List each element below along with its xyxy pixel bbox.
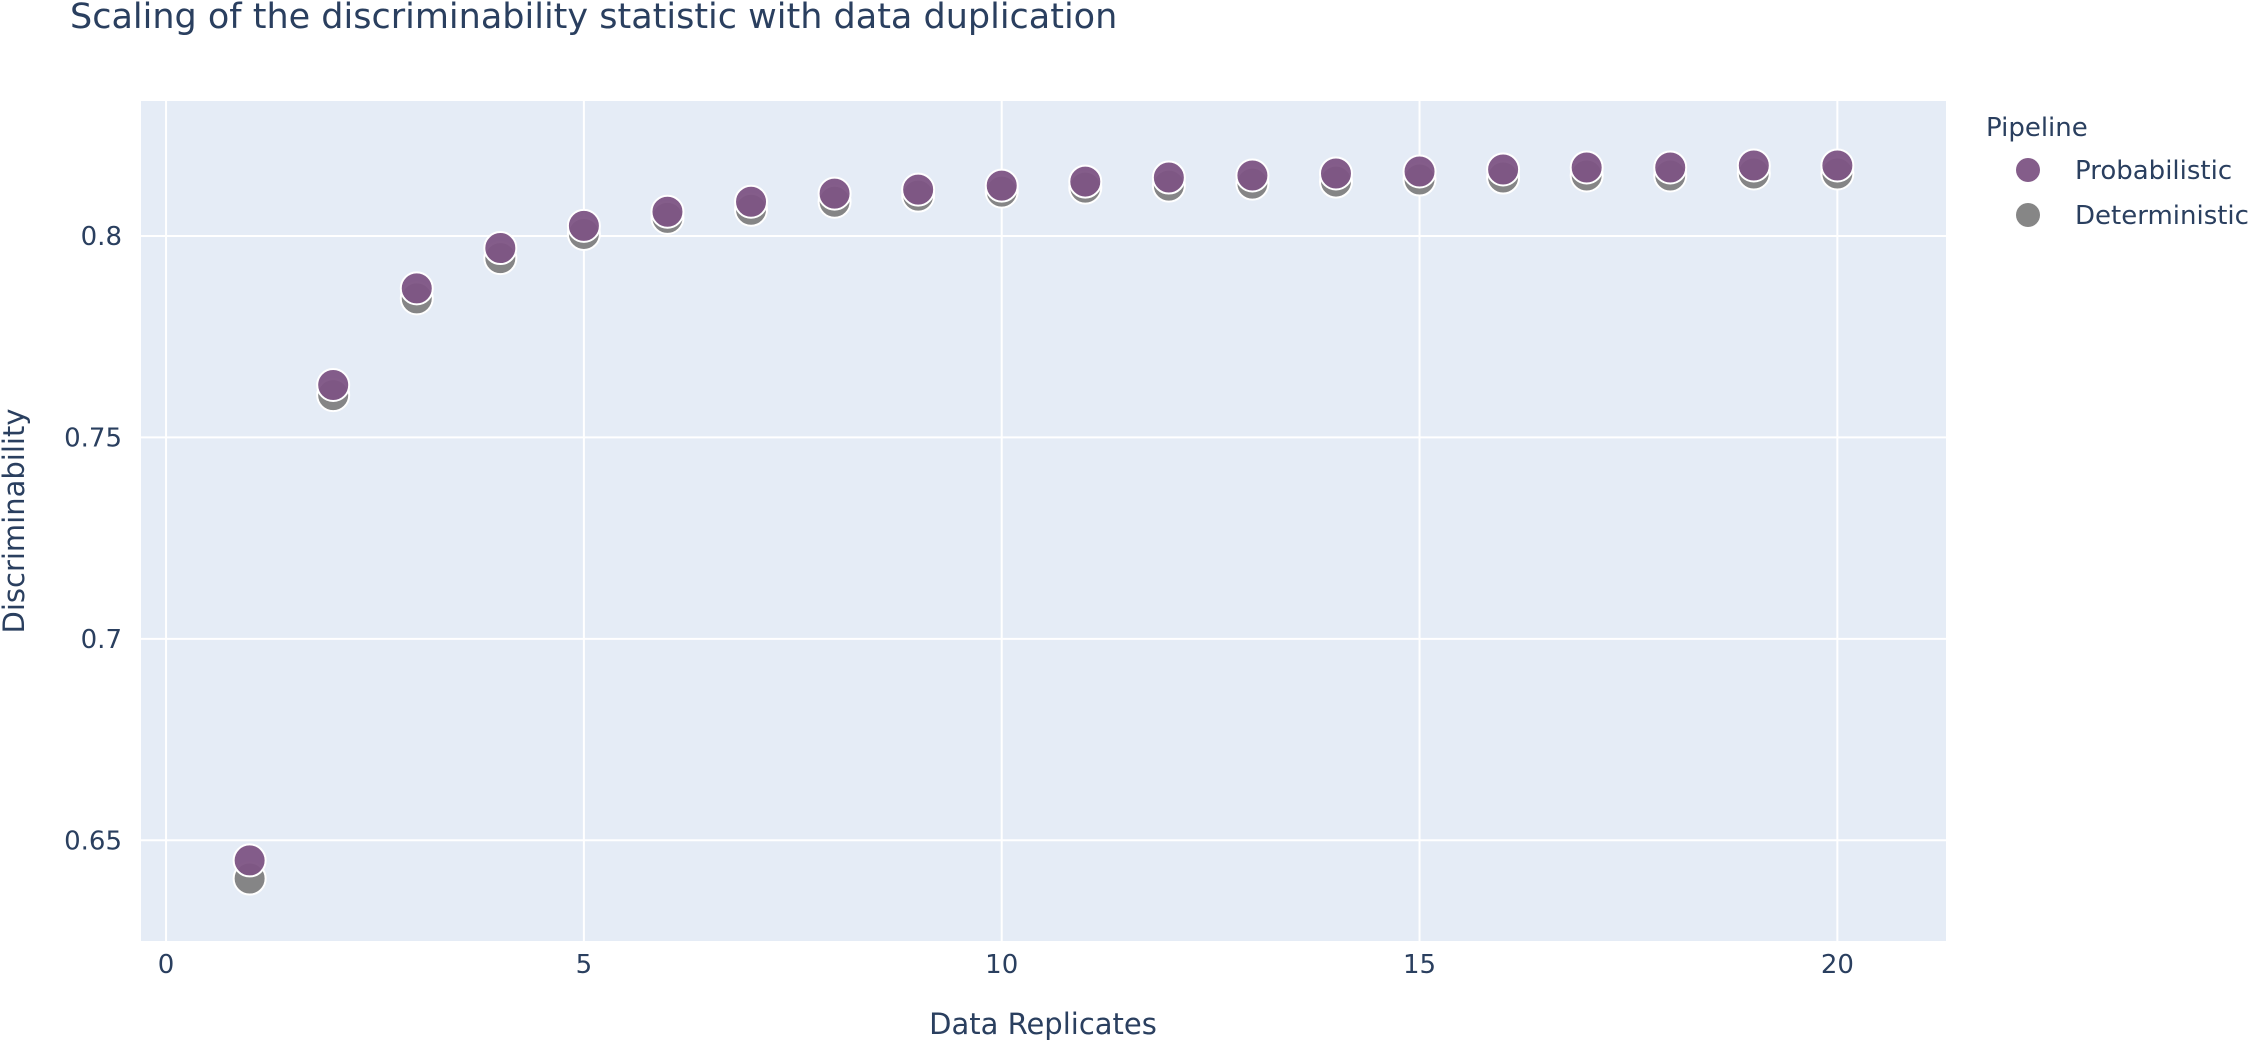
legend-title: Pipeline bbox=[1986, 113, 2088, 143]
x-tick-label: 20 bbox=[1821, 950, 1854, 980]
x-axis-title: Data Replicates bbox=[929, 1007, 1157, 1041]
data-point-probabilistic bbox=[232, 843, 267, 878]
data-point-probabilistic bbox=[984, 168, 1019, 203]
x-tick-label: 5 bbox=[576, 950, 593, 980]
data-point-probabilistic bbox=[1235, 158, 1270, 193]
data-point-probabilistic bbox=[1402, 154, 1437, 189]
legend-item-probabilistic[interactable]: Probabilistic bbox=[2016, 156, 2232, 186]
y-axis-title: Discriminability bbox=[0, 409, 31, 634]
data-point-probabilistic bbox=[1151, 160, 1186, 195]
y-tick-label: 0.75 bbox=[64, 423, 122, 453]
data-point-probabilistic bbox=[901, 172, 936, 207]
legend-label: Probabilistic bbox=[2075, 156, 2232, 186]
legend-marker bbox=[2016, 158, 2040, 182]
y-tick-label: 0.65 bbox=[64, 826, 122, 856]
data-point-probabilistic bbox=[1736, 148, 1771, 183]
legend: Pipeline Probabilistic Deterministic bbox=[1986, 113, 2249, 231]
x-tick-label: 0 bbox=[158, 950, 175, 980]
data-point-probabilistic bbox=[1068, 164, 1103, 199]
data-point-probabilistic bbox=[1653, 150, 1688, 185]
data-point-probabilistic bbox=[483, 231, 518, 266]
legend-item-deterministic[interactable]: Deterministic bbox=[2016, 201, 2249, 231]
data-point-probabilistic bbox=[1820, 148, 1855, 183]
data-point-probabilistic bbox=[650, 194, 685, 229]
data-point-probabilistic bbox=[316, 368, 351, 403]
plot-area bbox=[141, 101, 1946, 941]
data-points bbox=[232, 148, 1855, 896]
data-point-probabilistic bbox=[1318, 156, 1353, 191]
x-tick-label: 15 bbox=[1403, 950, 1436, 980]
series-probabilistic bbox=[232, 148, 1855, 878]
data-point-probabilistic bbox=[817, 176, 852, 211]
axis-ticks: 0 5 10 15 20 0.65 0.7 0.75 0.8 bbox=[64, 222, 1854, 980]
data-point-probabilistic bbox=[1569, 150, 1604, 185]
data-point-probabilistic bbox=[399, 271, 434, 306]
data-point-probabilistic bbox=[566, 208, 601, 243]
legend-marker bbox=[2016, 203, 2040, 227]
data-point-probabilistic bbox=[734, 184, 769, 219]
chart-title: Scaling of the discriminability statisti… bbox=[70, 0, 1117, 37]
y-tick-label: 0.7 bbox=[81, 625, 122, 655]
y-tick-label: 0.8 bbox=[81, 222, 122, 252]
x-tick-label: 10 bbox=[985, 950, 1018, 980]
data-point-probabilistic bbox=[1486, 152, 1521, 187]
legend-label: Deterministic bbox=[2075, 201, 2249, 231]
legend-items: Probabilistic Deterministic bbox=[2016, 156, 2249, 231]
